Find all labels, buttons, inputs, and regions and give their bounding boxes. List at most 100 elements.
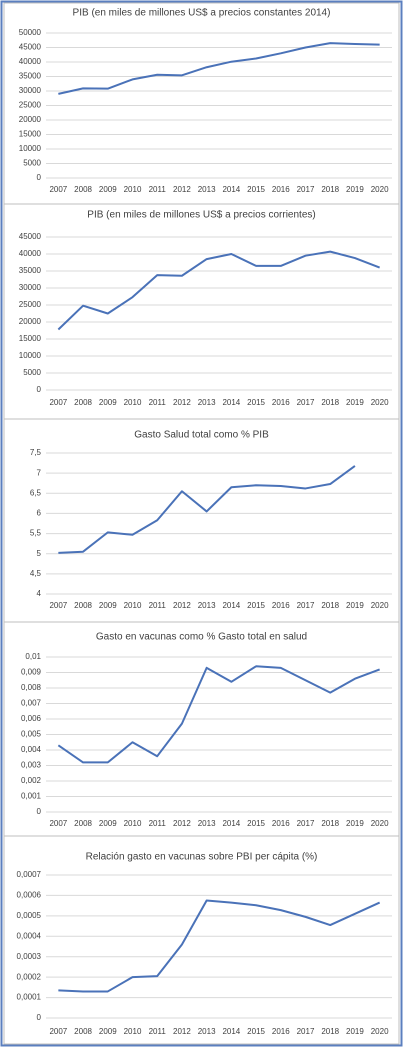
x-tick-label: 2020	[371, 1027, 389, 1036]
y-tick-label: 4,5	[30, 569, 42, 578]
x-tick-label: 2019	[346, 398, 364, 407]
x-tick-label: 2016	[272, 601, 290, 610]
x-tick-label: 2009	[99, 398, 117, 407]
y-tick-label: 0	[37, 173, 42, 182]
y-tick-label: 35000	[19, 72, 42, 81]
y-tick-label: 35000	[19, 266, 42, 275]
x-tick-label: 2014	[222, 601, 240, 610]
y-tick-label: 5,5	[30, 529, 42, 538]
x-tick-label: 2018	[321, 819, 339, 828]
x-tick-label: 2012	[173, 185, 191, 194]
y-tick-label: 30000	[19, 86, 42, 95]
x-tick-label: 2007	[49, 398, 67, 407]
x-tick-label: 2007	[49, 819, 67, 828]
y-tick-label: 7,5	[30, 448, 42, 457]
x-tick-label: 2012	[173, 819, 191, 828]
x-tick-label: 2020	[371, 601, 389, 610]
data-line	[58, 42, 380, 95]
y-tick-label: 50000	[19, 28, 42, 37]
y-tick-label: 0,0001	[17, 993, 42, 1002]
y-tick-label: 4	[37, 589, 42, 598]
y-tick-label: 7	[37, 468, 42, 477]
x-tick-label: 2013	[198, 398, 216, 407]
chart-title: Relación gasto en vacunas sobre PBI per …	[86, 852, 318, 863]
x-tick-label: 2010	[124, 601, 142, 610]
y-tick-label: 0,003	[21, 761, 42, 770]
x-tick-label: 2013	[198, 819, 216, 828]
x-tick-label: 2018	[321, 601, 339, 610]
x-tick-label: 2008	[74, 185, 92, 194]
y-tick-label: 20000	[19, 317, 42, 326]
y-tick-label: 0,007	[21, 699, 42, 708]
x-tick-label: 2012	[173, 1027, 191, 1036]
y-tick-label: 0,0006	[17, 891, 42, 900]
chart-title: Gasto Salud total como % PIB	[134, 430, 269, 441]
x-tick-label: 2018	[321, 398, 339, 407]
y-tick-label: 10000	[19, 351, 42, 360]
x-tick-label: 2013	[198, 185, 216, 194]
x-tick-label: 2011	[149, 1027, 167, 1036]
panel-border	[3, 621, 400, 837]
y-tick-label: 0,01	[25, 652, 41, 661]
y-tick-label: 0	[37, 807, 42, 816]
x-tick-label: 2008	[74, 819, 92, 828]
x-tick-label: 2010	[124, 819, 142, 828]
x-tick-label: 2017	[297, 819, 315, 828]
data-line	[58, 465, 356, 554]
x-tick-label: 2008	[74, 398, 92, 407]
x-tick-label: 2015	[247, 185, 265, 194]
y-tick-label: 45000	[19, 43, 42, 52]
x-tick-label: 2013	[198, 601, 216, 610]
x-tick-label: 2015	[247, 1027, 265, 1036]
y-tick-label: 0,0004	[17, 931, 42, 940]
x-tick-label: 2009	[99, 185, 117, 194]
x-tick-label: 2016	[272, 1027, 290, 1036]
x-tick-label: 2014	[222, 398, 240, 407]
y-tick-label: 40000	[19, 249, 42, 258]
x-tick-label: 2010	[124, 185, 142, 194]
x-tick-label: 2016	[272, 819, 290, 828]
x-tick-label: 2020	[371, 819, 389, 828]
y-tick-label: 0,002	[21, 776, 42, 785]
x-tick-label: 2008	[74, 601, 92, 610]
panel-border	[3, 418, 400, 623]
x-tick-label: 2014	[222, 185, 240, 194]
chart-title: PIB (en miles de millones US$ a precios …	[73, 8, 331, 19]
x-tick-label: 2011	[149, 398, 167, 407]
x-tick-label: 2013	[198, 1027, 216, 1036]
x-tick-label: 2014	[222, 819, 240, 828]
x-tick-label: 2009	[99, 819, 117, 828]
x-tick-label: 2017	[297, 398, 315, 407]
y-tick-label: 5000	[23, 159, 41, 168]
x-tick-label: 2007	[49, 1027, 67, 1036]
x-tick-label: 2018	[321, 185, 339, 194]
x-tick-label: 2019	[346, 185, 364, 194]
x-tick-label: 2019	[346, 819, 364, 828]
y-tick-label: 40000	[19, 57, 42, 66]
data-line	[57, 665, 380, 764]
x-tick-label: 2010	[124, 398, 142, 407]
panel-border	[3, 203, 400, 420]
y-tick-label: 45000	[19, 232, 42, 241]
x-tick-label: 2017	[297, 1027, 315, 1036]
y-tick-label: 30000	[19, 283, 42, 292]
y-tick-label: 5000	[23, 368, 41, 377]
y-tick-label: 0,0005	[17, 911, 42, 920]
data-line	[58, 899, 381, 993]
x-tick-label: 2019	[346, 1027, 364, 1036]
y-tick-label: 0,001	[21, 792, 42, 801]
y-tick-label: 6,5	[30, 488, 42, 497]
x-tick-label: 2020	[371, 398, 389, 407]
x-tick-label: 2010	[124, 1027, 142, 1036]
y-tick-label: 0,004	[21, 745, 42, 754]
x-tick-label: 2008	[74, 1027, 92, 1036]
x-tick-label: 2012	[173, 398, 191, 407]
x-tick-label: 2011	[149, 819, 167, 828]
y-tick-label: 25000	[19, 101, 42, 110]
chart-title: PIB (en miles de millones US$ a precios …	[87, 210, 315, 221]
y-tick-label: 15000	[19, 130, 42, 139]
y-tick-label: 0,008	[21, 683, 42, 692]
x-tick-label: 2009	[99, 601, 117, 610]
x-tick-label: 2015	[247, 398, 265, 407]
